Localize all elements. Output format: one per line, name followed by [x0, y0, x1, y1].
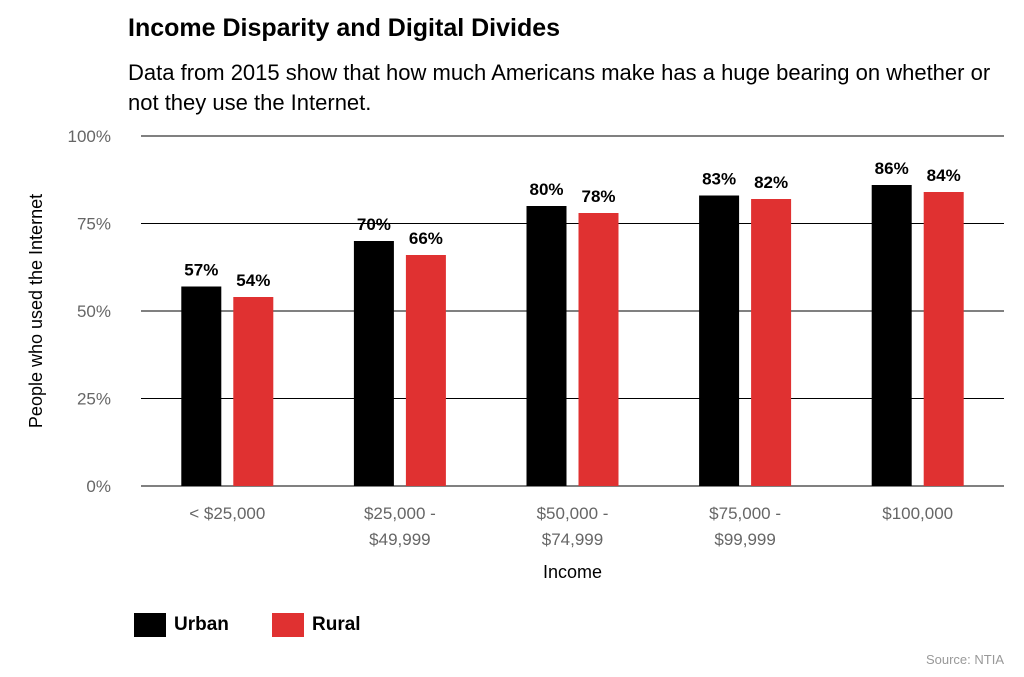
data-label: 84%: [927, 166, 961, 185]
data-label: 66%: [409, 229, 443, 248]
legend-label-rural: Rural: [312, 614, 361, 635]
x-tick-label: $75,000 -: [709, 504, 781, 523]
legend-swatch-urban: [134, 613, 166, 637]
data-label: 82%: [754, 173, 788, 192]
x-tick-label: $25,000 -: [364, 504, 436, 523]
x-tick-label: $100,000: [882, 504, 953, 523]
bar-urban: [526, 206, 567, 486]
legend-label-urban: Urban: [174, 614, 229, 635]
data-label: 54%: [236, 271, 270, 290]
data-label: 80%: [529, 180, 563, 199]
x-tick-label: $50,000 -: [537, 504, 609, 523]
chart-subtitle: Data from 2015 show that how much Americ…: [128, 60, 991, 115]
y-tick-label: 100%: [68, 127, 111, 146]
y-tick-label: 50%: [77, 302, 111, 321]
bar-urban: [181, 286, 222, 486]
y-tick-label: 25%: [77, 390, 111, 409]
data-label: 78%: [581, 187, 615, 206]
bar-rural: [923, 192, 964, 486]
bar-urban: [871, 185, 912, 486]
data-label: 86%: [875, 159, 909, 178]
y-tick-label: 0%: [86, 477, 111, 496]
y-tick-label: 75%: [77, 215, 111, 234]
bar-urban: [699, 195, 740, 486]
x-axis-title: Income: [543, 562, 602, 582]
bar-rural: [405, 255, 446, 486]
bar-rural: [233, 297, 274, 486]
legend-item-rural: Rural: [272, 613, 361, 637]
bar-rural: [578, 213, 619, 486]
data-label: 57%: [184, 261, 218, 280]
legend-item-urban: Urban: [134, 613, 229, 637]
data-label: 70%: [357, 215, 391, 234]
x-tick-label: $49,999: [369, 530, 430, 549]
y-axis-title: People who used the Internet: [26, 194, 46, 428]
bar-urban: [353, 241, 394, 486]
data-label: 83%: [702, 170, 736, 189]
source-note: Source: NTIA: [925, 652, 1004, 667]
legend-swatch-rural: [272, 613, 304, 637]
bar-rural: [751, 199, 792, 486]
x-tick-label: < $25,000: [189, 504, 265, 523]
x-tick-label: $99,999: [714, 530, 775, 549]
x-tick-label: $74,999: [542, 530, 603, 549]
chart-title: Income Disparity and Digital Divides: [128, 14, 561, 42]
